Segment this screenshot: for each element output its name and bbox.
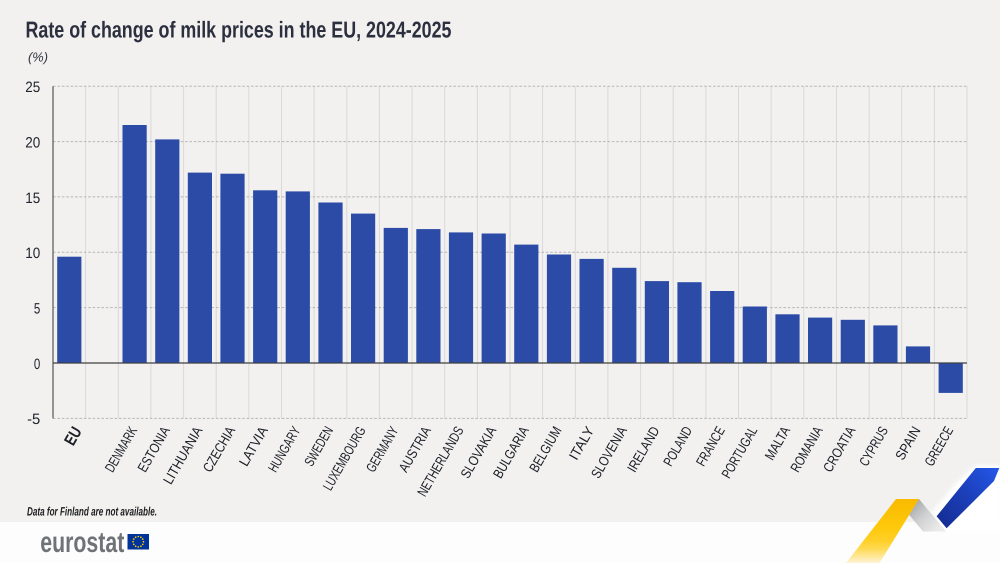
svg-text:10: 10 xyxy=(25,245,40,262)
svg-text:-5: -5 xyxy=(27,411,40,428)
svg-text:5: 5 xyxy=(34,300,40,317)
svg-text:eurostat: eurostat xyxy=(40,527,124,559)
svg-text:25: 25 xyxy=(25,79,40,96)
svg-text:Rate of change of milk prices: Rate of change of milk prices in the EU,… xyxy=(26,17,452,43)
svg-text:15: 15 xyxy=(25,190,40,207)
svg-text:20: 20 xyxy=(25,134,40,151)
svg-text:0: 0 xyxy=(34,356,40,373)
svg-text:(%): (%) xyxy=(28,50,48,65)
svg-text:Data for Finland are not avail: Data for Finland are not available. xyxy=(27,505,157,519)
